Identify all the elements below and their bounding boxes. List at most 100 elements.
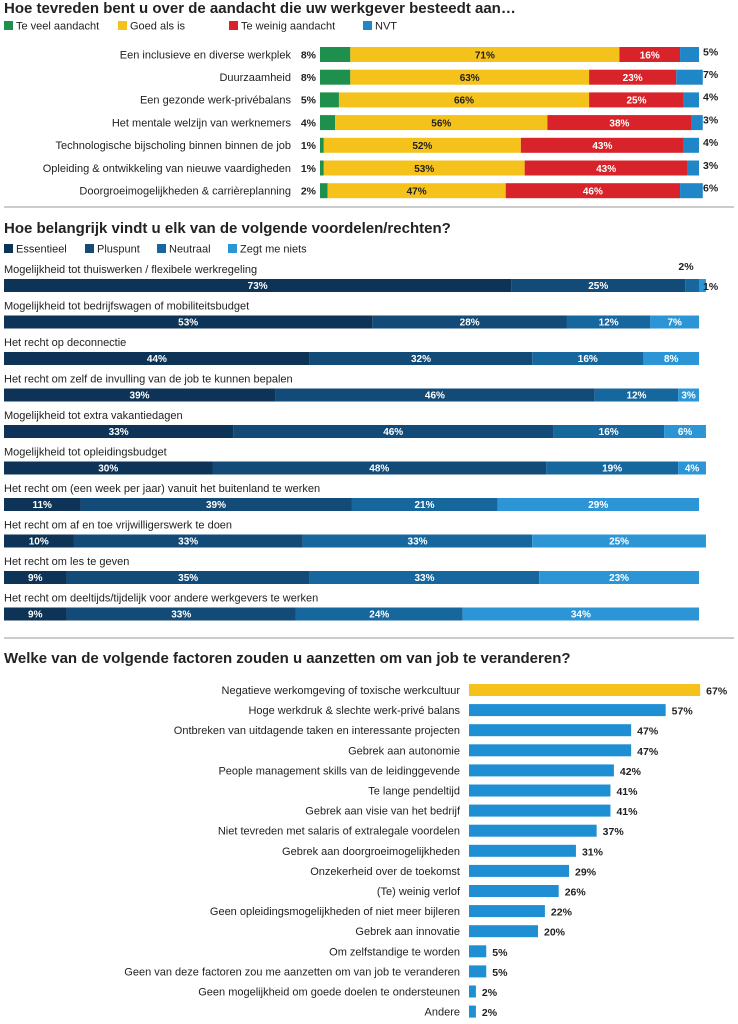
bar-segment [73,534,303,548]
bar [469,844,576,857]
chart1-bars: Een inclusieve en diverse werkplek 71% 16%… [43,46,719,199]
bar-segment [4,425,234,438]
data-label: 44% [147,354,167,365]
legend-swatch [229,21,238,30]
chart2-legend: Essentieel Pluspunt Neutraal Zegt me niets [4,244,307,256]
bar-segment [372,315,567,329]
data-label: 33% [171,610,191,621]
bar [469,724,632,737]
bar-segment [320,183,328,199]
bar [469,784,611,797]
data-label: 31% [582,846,604,858]
chart3-bars: Negatieve werkomgeving of toxische werkc… [124,684,728,1019]
data-label: 22% [551,907,573,919]
data-label: 28% [460,318,480,329]
bar-segment [320,160,324,176]
data-label: 41% [616,786,638,798]
data-label: 2% [301,186,317,198]
bar-segment [532,534,706,548]
bar-segment [351,498,498,511]
data-label: 11% [32,500,52,511]
category-label: Gebrek aan visie van het bedrijf [305,806,461,818]
data-label: 52% [412,141,432,152]
bar-segment [566,315,651,329]
bar-segment [462,607,699,621]
legend-swatch [363,21,372,30]
bar-segment [338,92,590,108]
category-label: Gebrek aan autonomie [348,745,460,757]
data-label: 23% [623,73,643,84]
bar-segment [589,92,684,108]
legend-swatch [85,244,94,253]
data-label: 25% [609,537,629,548]
bar-segment [680,47,699,62]
data-label: 32% [411,354,431,365]
bar-segment [4,315,373,329]
data-label: 23% [609,573,629,584]
data-label: 42% [620,766,642,778]
data-label: 71% [475,50,495,61]
data-label: 1% [301,140,317,152]
data-label: 5% [703,46,719,58]
data-label: 8% [301,72,317,84]
category-label: Mogelijkheid tot thuiswerken / flexibele… [4,264,257,276]
data-label: 38% [609,118,629,129]
bar-segment [320,137,324,153]
category-label: Ontbreken van uitdagende taken en intere… [174,725,460,737]
data-label: 4% [301,117,317,129]
bar [469,824,597,837]
data-label: 5% [301,95,317,107]
data-label: 16% [640,50,660,61]
bar [469,885,559,897]
bar-segment [4,352,310,365]
legend-label: Goed als is [130,21,186,33]
legend-label: Te weinig aandacht [241,21,335,33]
data-label: 10% [29,537,49,548]
data-label: 46% [425,391,445,402]
bar-segment [687,160,699,176]
bar-segment [683,137,699,153]
data-label: 67% [706,686,728,698]
category-label: Het recht om les te geven [4,556,129,568]
data-label: 7% [667,318,682,329]
category-label: Het mentale welzijn van werknemers [112,117,292,129]
data-label: 47% [637,746,659,758]
data-label: 35% [178,573,198,584]
bar-segment [546,461,679,475]
bar-segment [4,388,276,402]
bar-segment [320,47,351,62]
bar-segment [685,279,699,292]
bar [469,985,476,998]
category-label: Gebrek aan doorgroeimogelijkheden [282,846,460,858]
category-label: Gebrek aan innovatie [355,926,460,938]
data-label: 33% [408,537,428,548]
bar-segment [275,388,595,402]
bar [469,684,701,696]
data-label: 3% [681,391,696,402]
bar-segment [323,160,525,176]
category-label: Mogelijkheid tot opleidingsbudget [4,447,167,459]
bar-segment [4,607,67,621]
data-label: 24% [369,610,389,621]
bar-segment [233,425,554,438]
data-label: 8% [664,354,679,365]
bar [469,804,611,817]
data-label: 12% [626,391,646,402]
chart2-bars: Mogelijkheid tot thuiswerken / flexibele… [4,261,719,621]
legend-label: NVT [375,21,397,33]
bar-segment [524,160,688,176]
data-label: 2% [482,987,498,999]
data-label: 2% [678,261,694,273]
bar-segment [66,571,310,584]
data-label: 46% [383,427,403,438]
legend-swatch [4,244,13,253]
bar-segment [4,571,67,584]
data-label: 1% [301,163,317,175]
bar-segment [327,183,506,199]
data-label: 47% [637,726,659,738]
category-label: Geen mogelijkheid om goede doelen te ond… [198,987,460,999]
bar-segment [643,352,699,365]
category-label: Opleiding & ontwikkeling van nieuwe vaar… [43,163,291,175]
category-label: Het recht om (een week per jaar) vanuit … [4,483,320,495]
bar-segment [511,279,686,292]
